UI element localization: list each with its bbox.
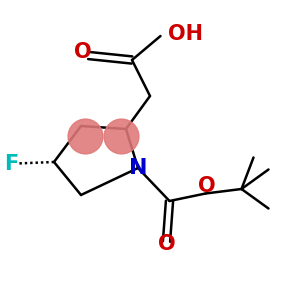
Circle shape xyxy=(104,119,139,154)
Text: N: N xyxy=(129,158,147,178)
Text: O: O xyxy=(198,176,216,196)
Text: O: O xyxy=(158,235,175,254)
Text: O: O xyxy=(74,43,91,62)
Text: F: F xyxy=(4,154,18,173)
Text: OH: OH xyxy=(168,25,203,44)
Circle shape xyxy=(68,119,103,154)
